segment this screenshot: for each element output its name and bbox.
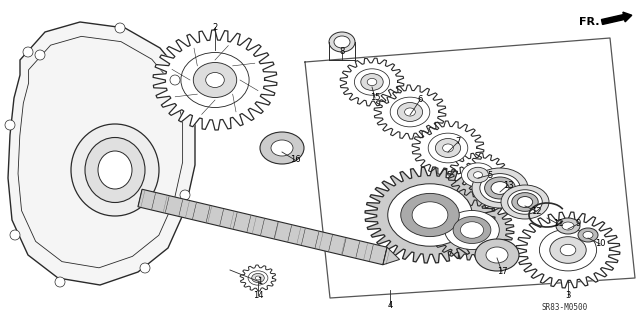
Ellipse shape xyxy=(401,193,460,237)
Circle shape xyxy=(55,277,65,287)
Polygon shape xyxy=(365,167,495,263)
Polygon shape xyxy=(383,247,399,265)
Ellipse shape xyxy=(486,247,508,263)
Text: 16: 16 xyxy=(290,155,300,165)
Ellipse shape xyxy=(491,182,509,194)
Polygon shape xyxy=(8,22,195,285)
Text: 7: 7 xyxy=(455,137,461,146)
Text: 5: 5 xyxy=(488,170,493,180)
Ellipse shape xyxy=(367,78,377,85)
Ellipse shape xyxy=(271,140,293,156)
Polygon shape xyxy=(374,85,446,139)
Text: 15: 15 xyxy=(370,93,380,102)
Ellipse shape xyxy=(329,32,355,52)
Polygon shape xyxy=(240,265,276,291)
Ellipse shape xyxy=(556,218,580,234)
Text: 6: 6 xyxy=(417,95,422,105)
Ellipse shape xyxy=(255,276,260,280)
Ellipse shape xyxy=(460,222,484,238)
Circle shape xyxy=(180,190,190,200)
Ellipse shape xyxy=(181,53,249,108)
Ellipse shape xyxy=(508,190,542,214)
Ellipse shape xyxy=(453,217,491,243)
Ellipse shape xyxy=(71,124,159,216)
Ellipse shape xyxy=(562,222,574,230)
Ellipse shape xyxy=(388,184,472,246)
Ellipse shape xyxy=(355,69,390,95)
Ellipse shape xyxy=(474,172,483,178)
Ellipse shape xyxy=(512,193,538,211)
Ellipse shape xyxy=(334,36,350,48)
Polygon shape xyxy=(340,58,404,106)
Polygon shape xyxy=(448,153,508,197)
Ellipse shape xyxy=(404,108,415,116)
Text: 14: 14 xyxy=(253,291,263,300)
Circle shape xyxy=(35,50,45,60)
Circle shape xyxy=(170,75,180,85)
Polygon shape xyxy=(516,212,620,288)
Polygon shape xyxy=(138,189,387,265)
Ellipse shape xyxy=(578,228,598,242)
Text: 2: 2 xyxy=(212,23,218,32)
Circle shape xyxy=(140,263,150,273)
Ellipse shape xyxy=(428,133,468,163)
Text: 8: 8 xyxy=(339,48,345,56)
Text: 9: 9 xyxy=(575,219,580,228)
Text: 4: 4 xyxy=(387,300,392,309)
Ellipse shape xyxy=(361,74,383,90)
Text: 1: 1 xyxy=(257,278,262,286)
Text: 13: 13 xyxy=(502,181,513,189)
Polygon shape xyxy=(430,200,514,260)
Ellipse shape xyxy=(475,239,519,271)
Text: 12: 12 xyxy=(531,206,541,216)
Ellipse shape xyxy=(443,144,453,152)
Ellipse shape xyxy=(397,102,422,122)
Ellipse shape xyxy=(248,271,268,285)
Text: 10: 10 xyxy=(595,240,605,249)
Ellipse shape xyxy=(260,132,304,164)
Ellipse shape xyxy=(467,167,488,183)
Ellipse shape xyxy=(193,63,237,98)
Ellipse shape xyxy=(540,229,596,271)
Ellipse shape xyxy=(484,177,515,199)
Text: FR.: FR. xyxy=(579,17,600,27)
Ellipse shape xyxy=(205,72,224,87)
Text: SR83-M0500: SR83-M0500 xyxy=(542,303,588,313)
Ellipse shape xyxy=(550,237,586,263)
Circle shape xyxy=(115,23,125,33)
Ellipse shape xyxy=(501,185,549,219)
Ellipse shape xyxy=(252,273,264,283)
Ellipse shape xyxy=(445,211,499,249)
Ellipse shape xyxy=(461,163,495,187)
Text: 17: 17 xyxy=(497,268,508,277)
Text: 11: 11 xyxy=(553,219,563,228)
Ellipse shape xyxy=(85,137,145,203)
Ellipse shape xyxy=(480,174,520,202)
Ellipse shape xyxy=(412,202,448,228)
Circle shape xyxy=(5,120,15,130)
Circle shape xyxy=(10,230,20,240)
Text: 3: 3 xyxy=(565,292,571,300)
Polygon shape xyxy=(153,30,277,130)
Ellipse shape xyxy=(435,138,461,158)
Ellipse shape xyxy=(98,151,132,189)
Ellipse shape xyxy=(560,244,576,256)
Polygon shape xyxy=(412,121,484,175)
FancyArrow shape xyxy=(602,12,632,25)
Circle shape xyxy=(23,47,33,57)
Ellipse shape xyxy=(583,232,593,239)
Ellipse shape xyxy=(390,97,430,127)
Ellipse shape xyxy=(472,168,528,208)
Ellipse shape xyxy=(517,197,532,207)
